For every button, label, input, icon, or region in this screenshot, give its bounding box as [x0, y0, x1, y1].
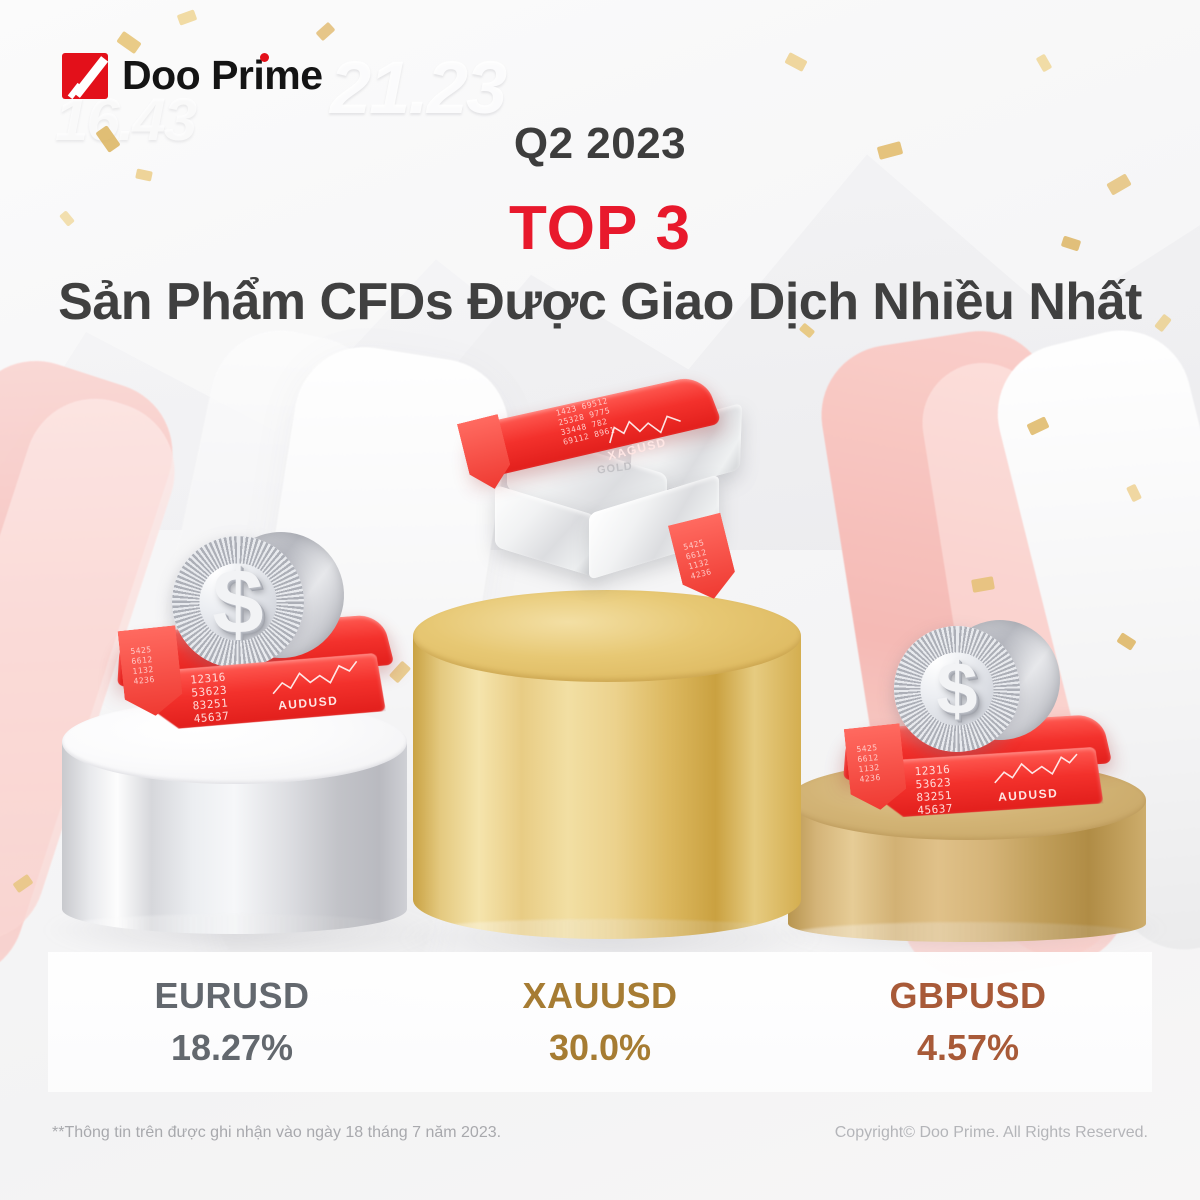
copyright-text: Copyright© Doo Prime. All Rights Reserve… — [834, 1124, 1148, 1141]
ribbon-chart-line-icon — [994, 753, 1078, 784]
footnote-text: **Thông tin trên được ghi nhận vào ngày … — [52, 1124, 502, 1141]
podium-gold-rim — [413, 919, 801, 939]
ribbon-price-numbers: 12316 53623 83251 45637 — [914, 762, 954, 818]
ribbon-chart-line-icon — [609, 415, 681, 444]
podium-item-xauusd: 999.9 GOLD 1423 69512 25328 9775 33448 7… — [455, 373, 765, 620]
stat-eurusd: EURUSD 18.27% — [48, 952, 416, 1092]
stat-symbol: EURUSD — [154, 975, 310, 1016]
stat-xauusd: XAUUSD 30.0% — [416, 952, 784, 1092]
podium-gold — [413, 590, 801, 945]
brand-name-text: Doo Prime — [122, 52, 323, 98]
podium-item-gbpusd: $ 12316 53623 83251 45637 AUDUSD 5425 66… — [838, 600, 1118, 870]
podium-gold-body — [413, 636, 801, 939]
stat-value: 18.27% — [170, 1027, 294, 1068]
stats-band: EURUSD 18.27% XAUUSD 30.0% GBPUSD 4.57% — [48, 952, 1152, 1092]
gold-bar-gold-label: GOLD — [596, 460, 634, 477]
logo-dot-icon — [259, 53, 269, 62]
stat-gbpusd: GBPUSD 4.57% — [784, 952, 1152, 1092]
stat-value: 30.0% — [548, 1027, 652, 1068]
stat-symbol: GBPUSD — [889, 975, 1047, 1016]
podium-silver-rim — [62, 914, 407, 934]
podium-bronze — [788, 760, 1146, 942]
silver-coin-front: $ — [172, 536, 304, 668]
ribbon-chart-line-icon — [272, 660, 358, 695]
silver-coin-front: $ — [894, 626, 1020, 752]
quarter-label: Q2 2023 — [513, 119, 687, 168]
coin-edge-icon — [172, 536, 304, 668]
brand-logo[interactable]: Doo Prime — [62, 52, 323, 99]
brand-name: Doo Prime — [122, 52, 323, 99]
page-subtitle: Sản Phẩm CFDs Được Giao Dịch Nhiều Nhất — [58, 273, 1142, 331]
coin-edge-icon — [894, 626, 1020, 752]
podium-bronze-rim — [788, 922, 1146, 942]
doo-prime-logo-icon — [62, 52, 108, 99]
ribbon-tail-numbers: 5425 6612 1132 4236 — [855, 742, 882, 785]
ribbon-price-numbers: 12316 53623 83251 45637 — [189, 670, 230, 726]
podium-item-eurusd: $ 12316 53623 83251 45637 AUDUSD 5425 66… — [110, 510, 400, 790]
podium-gold-top — [413, 590, 801, 682]
rank-title: TOP 3 — [509, 194, 691, 263]
ribbon-tail-numbers: 5425 6612 1132 4236 — [129, 644, 156, 687]
background-watermark-number: 21.23 — [330, 46, 507, 129]
stat-value: 4.57% — [916, 1027, 1020, 1068]
stat-symbol: XAUUSD — [522, 975, 678, 1016]
